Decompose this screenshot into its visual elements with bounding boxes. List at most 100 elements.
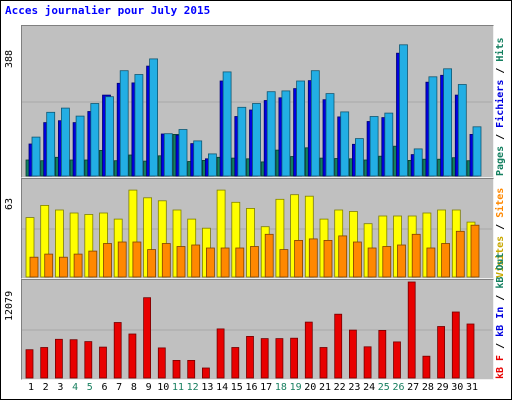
x-tick-label-day-6: 6 bbox=[101, 382, 108, 393]
bar-hits-day-20 bbox=[310, 70, 320, 177]
bar-hits-day-15 bbox=[237, 106, 247, 177]
bar-hits-day-14 bbox=[222, 71, 232, 177]
bar-sites-day-14 bbox=[220, 247, 230, 278]
bar-sites-day-15 bbox=[235, 247, 245, 278]
bar-kbf-day-30 bbox=[451, 311, 460, 379]
bar-sites-day-13 bbox=[205, 247, 215, 278]
bar-hits-day-25 bbox=[384, 112, 394, 177]
bar-sites-day-21 bbox=[323, 239, 333, 278]
bar-hits-day-19 bbox=[296, 80, 306, 177]
x-tick-label-day-19: 19 bbox=[289, 382, 302, 393]
x-tick-label-day-3: 3 bbox=[57, 382, 64, 393]
bar-sites-day-10 bbox=[161, 243, 171, 278]
bar-kbf-day-14 bbox=[216, 328, 225, 379]
bar-sites-day-6 bbox=[103, 243, 112, 278]
bar-sites-day-5 bbox=[88, 250, 98, 278]
bar-sites-day-12 bbox=[191, 244, 201, 278]
bar-sites-day-30 bbox=[455, 230, 465, 278]
bar-hits-day-11 bbox=[178, 129, 188, 177]
x-tick-label-day-20: 20 bbox=[304, 382, 317, 393]
x-tick-label-day-17: 17 bbox=[260, 382, 273, 393]
bar-sites-day-8 bbox=[132, 241, 142, 278]
x-tick-label-day-9: 9 bbox=[145, 382, 152, 393]
bar-kbf-day-7 bbox=[113, 322, 122, 379]
bar-kbf-day-26 bbox=[393, 341, 401, 379]
bar-kbf-day-4 bbox=[69, 339, 78, 379]
x-tick-label-day-26: 26 bbox=[392, 382, 405, 393]
bar-kbf-day-25 bbox=[378, 329, 387, 379]
bar-hits-day-18 bbox=[281, 90, 291, 177]
bar-sites-day-2 bbox=[44, 253, 54, 278]
bar-sites-day-26 bbox=[397, 244, 406, 278]
bar-hits-day-31 bbox=[472, 126, 482, 177]
bar-kbf-day-2 bbox=[40, 347, 49, 379]
bar-sites-day-7 bbox=[117, 241, 127, 278]
bar-kbf-day-12 bbox=[187, 359, 196, 379]
bar-hits-day-30 bbox=[457, 84, 467, 177]
bar-hits-day-9 bbox=[149, 58, 159, 177]
bar-kbf-day-21 bbox=[319, 347, 328, 379]
bar-hits-day-3 bbox=[61, 107, 70, 177]
bar-kbf-day-1 bbox=[25, 349, 34, 379]
x-tick-label-day-5: 5 bbox=[86, 382, 93, 393]
bar-kbf-day-9 bbox=[143, 297, 152, 379]
bar-kbf-day-20 bbox=[304, 321, 313, 379]
bar-kbf-day-31 bbox=[466, 323, 475, 379]
bar-hits-day-28 bbox=[428, 76, 438, 177]
bar-kbf-day-17 bbox=[260, 338, 269, 379]
x-tick-label-day-13: 13 bbox=[201, 382, 214, 393]
bar-kbf-day-28 bbox=[422, 355, 431, 379]
x-tick-label-day-22: 22 bbox=[333, 382, 346, 393]
bar-kbf-day-6 bbox=[99, 346, 107, 379]
x-tick-label-day-15: 15 bbox=[230, 382, 243, 393]
x-tick-label-day-7: 7 bbox=[116, 382, 123, 393]
bar-hits-day-2 bbox=[46, 111, 56, 177]
x-tick-label-day-21: 21 bbox=[318, 382, 332, 393]
bar-sites-day-19 bbox=[294, 239, 304, 278]
x-tick-label-day-29: 29 bbox=[436, 382, 449, 393]
bar-sites-day-23 bbox=[352, 241, 362, 278]
bar-hits-day-26 bbox=[399, 44, 408, 177]
bar-kbf-day-29 bbox=[437, 326, 446, 379]
bar-sites-day-3 bbox=[59, 256, 68, 278]
bar-kbf-day-8 bbox=[128, 333, 137, 379]
bar-hits-day-22 bbox=[340, 111, 350, 177]
x-tick-label-day-1: 1 bbox=[27, 382, 35, 393]
x-tick-label-day-18: 18 bbox=[274, 382, 287, 393]
bar-sites-day-25 bbox=[382, 246, 392, 278]
bar-sites-day-31 bbox=[470, 224, 480, 278]
bar-sites-day-4 bbox=[73, 253, 83, 278]
bar-kbf-day-15 bbox=[231, 347, 240, 379]
bar-sites-day-20 bbox=[308, 238, 318, 278]
bar-sites-day-16 bbox=[250, 246, 259, 278]
bar-kbf-day-11 bbox=[172, 359, 181, 379]
x-tick-label-day-25: 25 bbox=[377, 382, 390, 393]
bar-hits-day-17 bbox=[266, 91, 276, 177]
bar-sites-day-9 bbox=[147, 249, 157, 278]
x-tick-label-day-8: 8 bbox=[130, 382, 137, 393]
bar-hits-day-6 bbox=[105, 96, 114, 177]
bar-sites-day-11 bbox=[176, 246, 186, 278]
x-tick-label-day-27: 27 bbox=[407, 382, 420, 393]
bar-kbf-day-23 bbox=[348, 329, 357, 379]
x-tick-label-day-23: 23 bbox=[348, 382, 361, 393]
bar-hits-day-24 bbox=[369, 116, 379, 177]
bar-hits-day-7 bbox=[119, 70, 129, 177]
x-tick-label-day-14: 14 bbox=[216, 382, 229, 393]
x-tick-label-day-11: 11 bbox=[171, 382, 185, 393]
x-tick-label-day-28: 28 bbox=[421, 382, 434, 393]
bar-sites-day-24 bbox=[367, 247, 377, 278]
bar-kbf-day-3 bbox=[55, 338, 63, 379]
bar-sites-day-29 bbox=[441, 243, 451, 278]
x-tick-label-day-4: 4 bbox=[72, 382, 79, 393]
bar-kbf-day-18 bbox=[275, 338, 284, 379]
bar-hits-day-27 bbox=[413, 148, 423, 177]
x-tick-label-day-16: 16 bbox=[245, 382, 258, 393]
bar-hits-day-12 bbox=[193, 140, 203, 177]
bar-hits-day-4 bbox=[75, 115, 85, 177]
chart-title: Acces journalier pour July 2015 bbox=[5, 4, 211, 17]
bar-hits-day-1 bbox=[31, 136, 41, 177]
bar-hits-day-21 bbox=[325, 93, 335, 177]
bar-hits-day-13 bbox=[207, 153, 217, 177]
bar-kbf-day-16 bbox=[246, 335, 254, 379]
